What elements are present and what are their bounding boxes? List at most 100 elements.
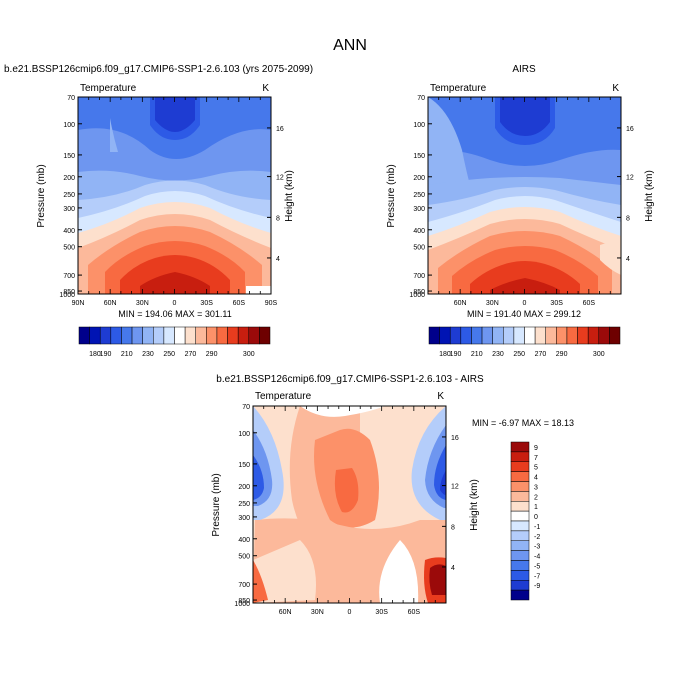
colorbar-swatch bbox=[598, 326, 610, 345]
contour-field bbox=[253, 406, 446, 603]
latitude-ticks: 60N 30N 0 30S 60S bbox=[427, 97, 622, 307]
right-label: K bbox=[262, 83, 269, 94]
colorbar-label: 7 bbox=[534, 455, 538, 462]
right-label: K bbox=[437, 391, 444, 402]
y2-axis-label: Height (km) bbox=[644, 170, 655, 222]
pressure-tick-label: 1000 bbox=[59, 292, 75, 299]
colorbar-label: 1 bbox=[534, 504, 538, 511]
colorbar-label: 290 bbox=[206, 351, 218, 358]
colorbar-swatch bbox=[174, 326, 186, 345]
latitude-tick-label: 90N bbox=[72, 300, 85, 307]
pressure-tick-label: 200 bbox=[238, 484, 250, 491]
colorbar-swatch bbox=[510, 589, 530, 601]
colorbar-swatch bbox=[510, 441, 530, 453]
pressure-tick-label: 200 bbox=[413, 175, 425, 182]
pressure-tick-label: 700 bbox=[238, 582, 250, 589]
colorbar-swatch bbox=[513, 326, 525, 345]
colorbar-swatch bbox=[524, 326, 536, 345]
colorbar-swatch bbox=[609, 326, 621, 345]
colorbar-swatch bbox=[510, 491, 530, 502]
colorbar-swatch bbox=[471, 326, 483, 345]
stats-text: MIN = -6.97 MAX = 18.13 bbox=[472, 418, 574, 428]
colorbar-swatch bbox=[237, 326, 250, 345]
colorbar-swatch bbox=[227, 326, 239, 345]
pressure-tick-label: 850 bbox=[63, 289, 75, 296]
colorbar-label: 190 bbox=[100, 351, 112, 358]
contour-field bbox=[78, 97, 271, 294]
figure-title: ANN bbox=[333, 37, 367, 54]
colorbar-label: 9 bbox=[534, 445, 538, 452]
latitude-tick-label: 0 bbox=[523, 300, 527, 307]
latitude-tick-label: 60S bbox=[233, 300, 246, 307]
colorbar-label: 270 bbox=[185, 351, 197, 358]
pressure-tick-label: 850 bbox=[413, 289, 425, 296]
stats-text: MIN = 194.06 MAX = 301.11 bbox=[118, 309, 231, 319]
colorbar-label: 4 bbox=[534, 475, 538, 482]
colorbar-swatch bbox=[195, 326, 207, 345]
colorbar-label: 290 bbox=[556, 351, 568, 358]
pressure-tick-label: 1000 bbox=[234, 601, 250, 608]
height-tick-label: 8 bbox=[276, 215, 280, 222]
colorbar-swatch bbox=[163, 326, 175, 345]
colorbar-swatch bbox=[510, 570, 530, 581]
colorbar-label: 3 bbox=[534, 484, 538, 491]
pressure-tick-label: 150 bbox=[413, 153, 425, 160]
latitude-tick-label: 60N bbox=[279, 609, 292, 616]
colorbar-swatch bbox=[481, 326, 493, 345]
height-tick-label: 8 bbox=[451, 524, 455, 531]
colorbar-swatch bbox=[492, 326, 504, 345]
colorbar-label: 300 bbox=[593, 351, 605, 358]
latitude-tick-label: 30N bbox=[311, 609, 324, 616]
stats-text: MIN = 191.40 MAX = 299.12 bbox=[467, 309, 581, 319]
colorbar-swatch bbox=[216, 326, 228, 345]
latitude-tick-label: 60N bbox=[104, 300, 117, 307]
pressure-tick-label: 400 bbox=[413, 228, 425, 235]
latitude-tick-label: 0 bbox=[348, 609, 352, 616]
pressure-tick-label: 70 bbox=[417, 95, 425, 102]
colorbar-label: 2 bbox=[534, 494, 538, 501]
latitude-tick-label: 60N bbox=[454, 300, 467, 307]
y-axis-label: Pressure (mb) bbox=[386, 164, 397, 227]
contour-field bbox=[428, 97, 621, 294]
colorbar-swatch bbox=[577, 326, 589, 345]
height-tick-label: 12 bbox=[276, 175, 284, 182]
panel-title: b.e21.BSSP126cmip6.f09_g17.CMIP6-SSP1-2.… bbox=[216, 374, 484, 385]
right-label: K bbox=[612, 83, 619, 94]
height-ticks: 4 8 12 16 bbox=[267, 126, 284, 263]
latitude-tick-label: 30N bbox=[136, 300, 149, 307]
colorbar-label: 230 bbox=[142, 351, 154, 358]
colorbar-swatch bbox=[248, 326, 260, 345]
colorbar-swatch bbox=[121, 326, 133, 345]
colorbar-label: 0 bbox=[534, 514, 538, 521]
colorbar-label: 210 bbox=[471, 351, 483, 358]
colorbar-swatch bbox=[510, 471, 530, 482]
height-ticks: 4 8 12 16 bbox=[617, 126, 634, 263]
left-label: Temperature bbox=[80, 83, 137, 94]
panel-title: AIRS bbox=[512, 64, 536, 75]
height-tick-label: 4 bbox=[276, 256, 280, 263]
left-label: Temperature bbox=[255, 391, 312, 402]
colorbar-swatch bbox=[510, 510, 530, 522]
panel-model: b.e21.BSSP126cmip6.f09_g17.CMIP6-SSP1-2.… bbox=[4, 64, 313, 358]
height-tick-label: 12 bbox=[451, 484, 459, 491]
colorbar-swatch bbox=[510, 560, 530, 571]
pressure-tick-label: 500 bbox=[413, 245, 425, 252]
latitude-ticks: 60N 30N 0 30S 60S bbox=[252, 406, 447, 616]
colorbar-swatch bbox=[460, 326, 472, 345]
pressure-tick-label: 300 bbox=[63, 206, 75, 213]
colorbar-swatch bbox=[510, 481, 530, 492]
colorbar-swatch bbox=[110, 326, 122, 345]
latitude-tick-label: 30N bbox=[486, 300, 499, 307]
colorbar-label: 230 bbox=[492, 351, 504, 358]
pressure-tick-label: 70 bbox=[242, 404, 250, 411]
latitude-tick-label: 60S bbox=[408, 609, 421, 616]
colorbar-swatch bbox=[78, 326, 90, 345]
colorbar-label: -3 bbox=[534, 544, 540, 551]
pressure-tick-label: 700 bbox=[63, 273, 75, 280]
colorbar-label: -1 bbox=[534, 524, 540, 531]
colorbar-swatch bbox=[510, 451, 530, 462]
latitude-tick-label: 30S bbox=[550, 300, 563, 307]
